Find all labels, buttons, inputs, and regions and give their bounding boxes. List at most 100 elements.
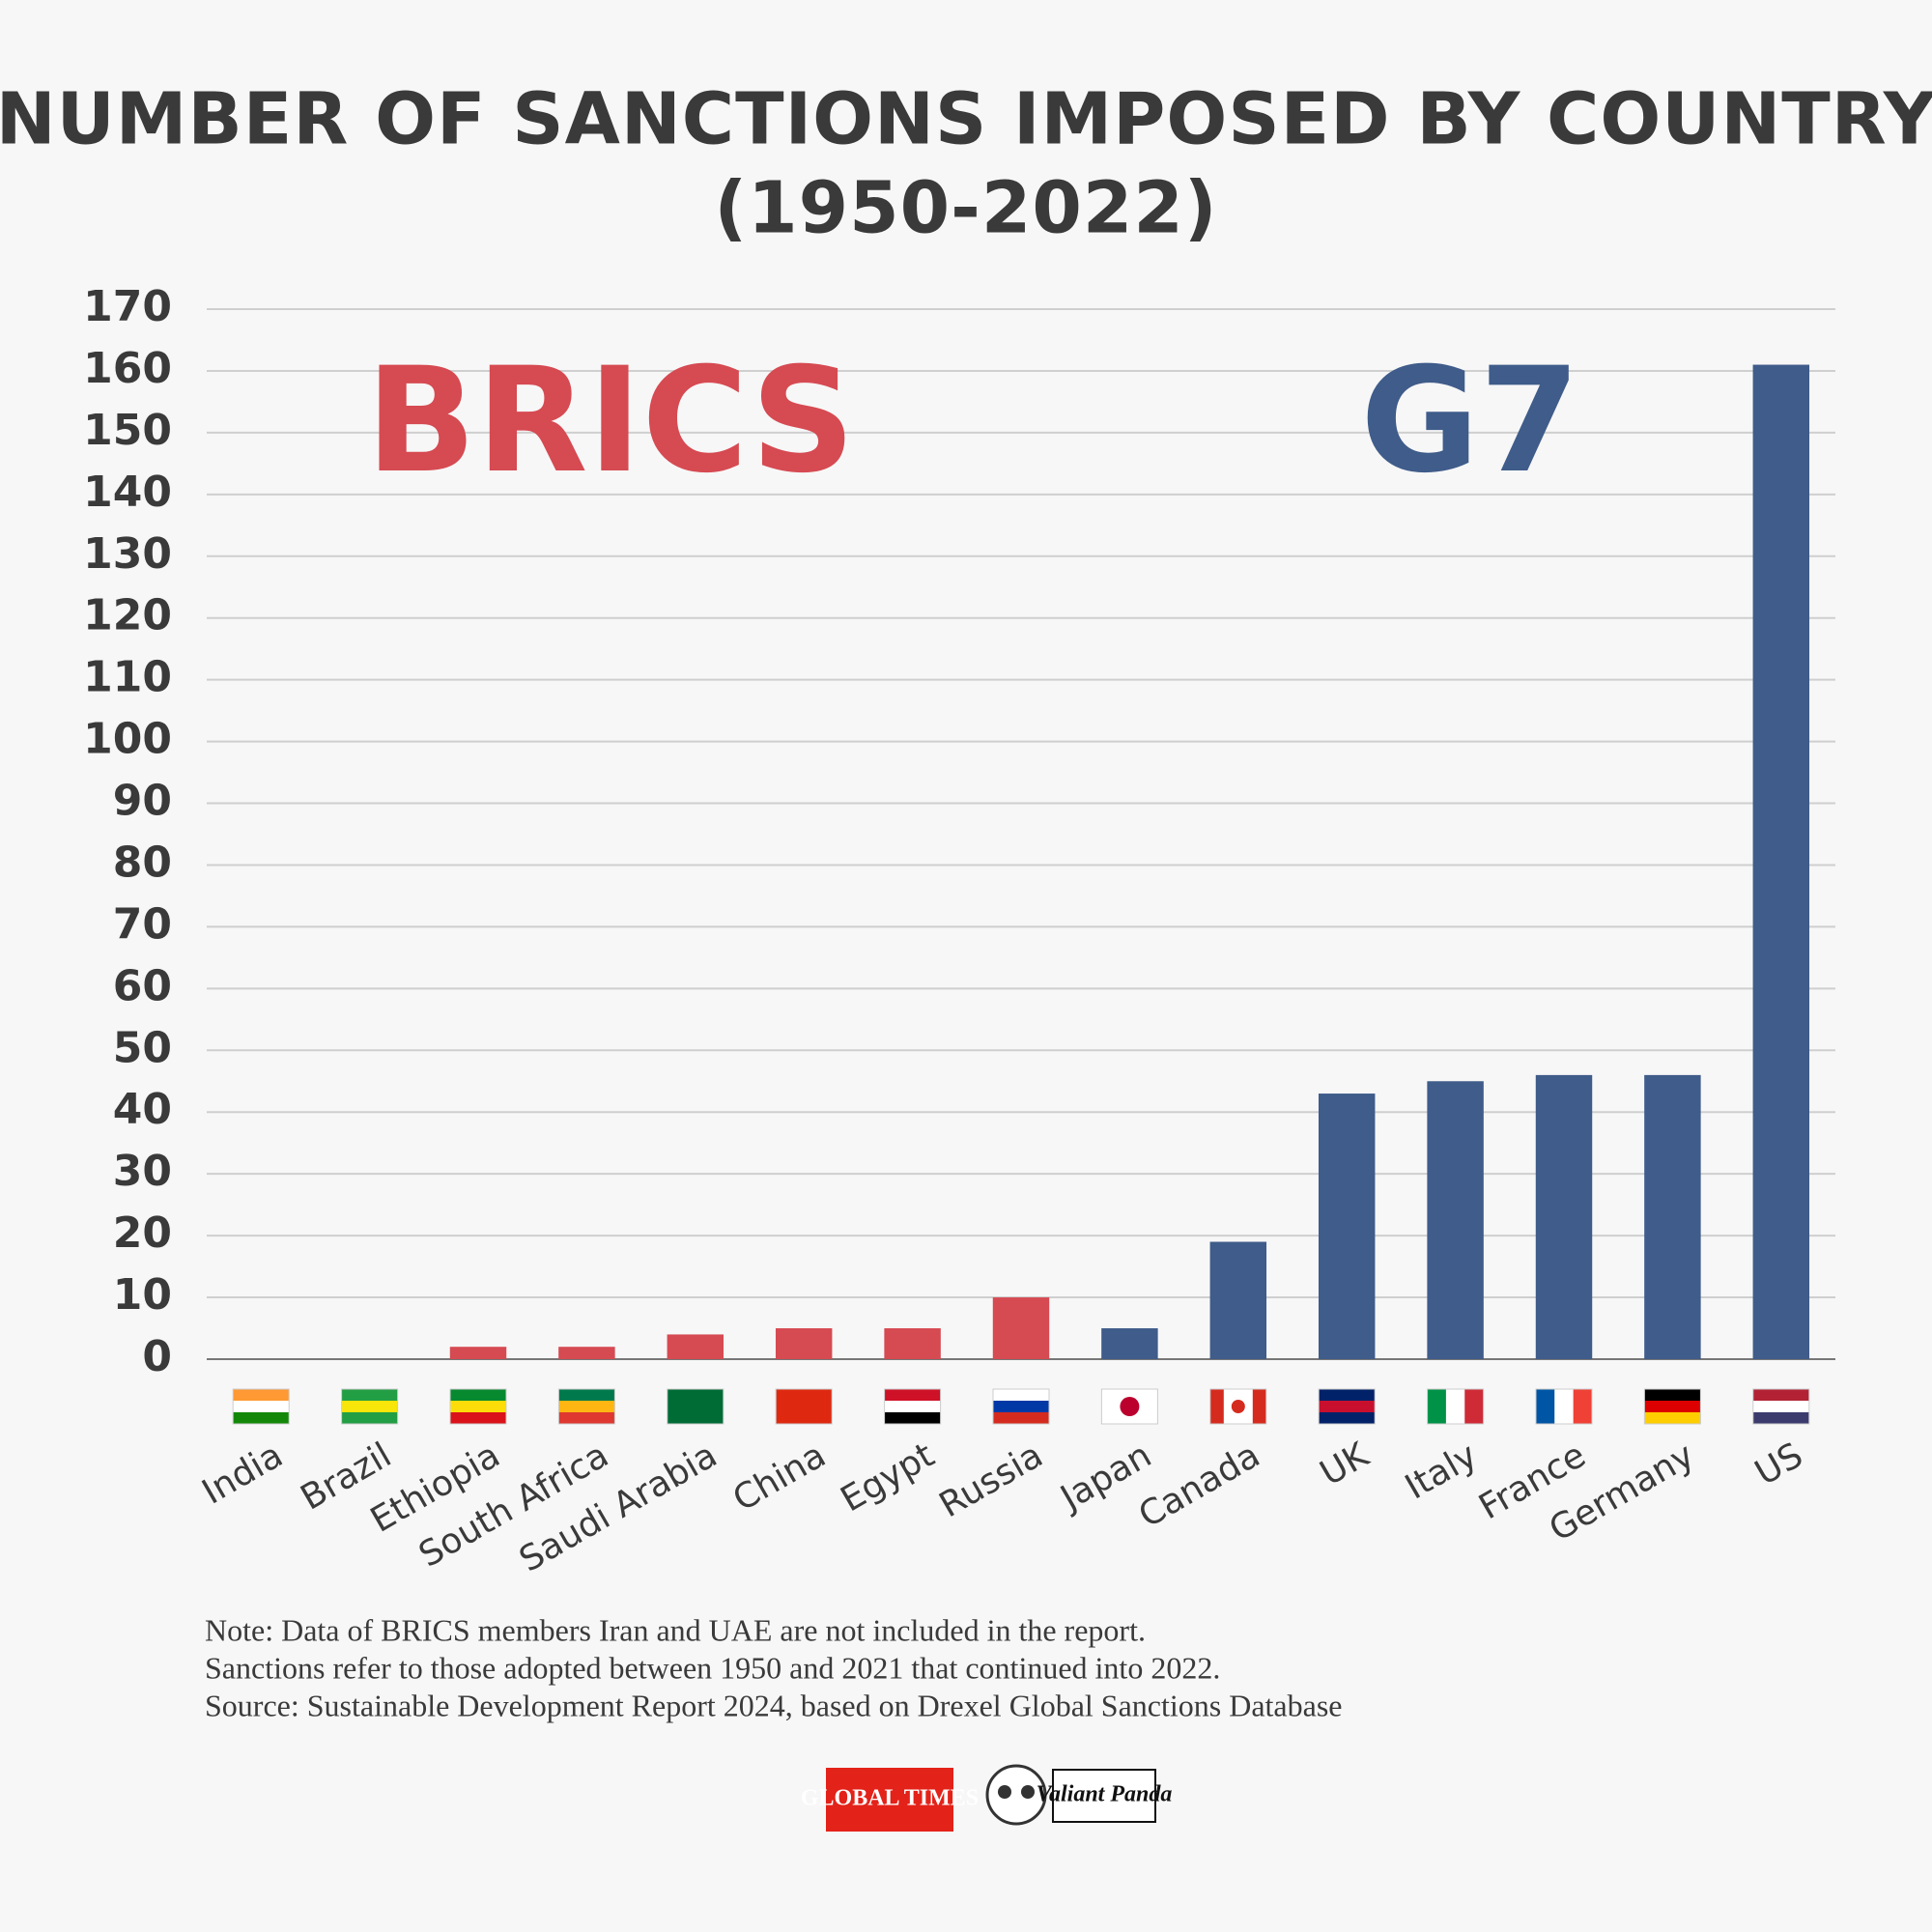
bar xyxy=(1644,1074,1701,1359)
y-tick-label: 110 xyxy=(83,653,172,702)
x-tick-label: Egypt xyxy=(835,1435,941,1520)
flag-border xyxy=(992,1388,1050,1425)
chart-subtitle: (1950-2022) xyxy=(714,167,1217,250)
flag xyxy=(557,1388,615,1425)
flag xyxy=(341,1388,399,1425)
note: Sanctions refer to those adopted between… xyxy=(205,1650,1220,1685)
logo: Valiant Panda xyxy=(1037,1782,1173,1807)
flag-band xyxy=(1252,1389,1266,1424)
flag-stripe xyxy=(558,1401,615,1412)
flag-border xyxy=(1209,1388,1267,1425)
flag-stripe xyxy=(1752,1389,1809,1401)
flag-stripe xyxy=(341,1412,398,1424)
flag-stripe xyxy=(776,1412,833,1424)
flag xyxy=(1209,1388,1267,1425)
x-tick-label: India xyxy=(196,1435,290,1513)
flag-stripe xyxy=(1209,1389,1266,1401)
bar xyxy=(558,1347,615,1359)
flag-stripe xyxy=(558,1412,615,1424)
flag-stripe xyxy=(450,1412,506,1424)
flag xyxy=(449,1388,507,1425)
flag-stripe xyxy=(1554,1389,1574,1424)
flag-leaf xyxy=(1231,1400,1245,1413)
x-tick-label: Russia xyxy=(933,1435,1050,1525)
flag-stripe xyxy=(233,1389,290,1401)
flag xyxy=(1643,1388,1701,1425)
flag-border xyxy=(557,1388,615,1425)
flag-stripe xyxy=(1752,1412,1809,1424)
y-tick-label: 60 xyxy=(113,961,172,1010)
note: Note: Data of BRICS members Iran and UAE… xyxy=(205,1612,1146,1647)
flag-stripe xyxy=(1445,1389,1465,1424)
flag-stripe xyxy=(667,1412,724,1424)
logo-box xyxy=(826,1768,953,1832)
y-tick-label: 30 xyxy=(113,1147,172,1196)
flag-stripe xyxy=(776,1401,833,1412)
flag-stripe xyxy=(233,1412,290,1424)
flag-stripe xyxy=(993,1401,1049,1412)
bar xyxy=(775,1328,833,1359)
flag-stripe xyxy=(1101,1412,1158,1424)
x-tick-label: Italy xyxy=(1399,1435,1484,1508)
flag-border xyxy=(1535,1388,1593,1425)
flag xyxy=(992,1388,1050,1425)
flag-stripe xyxy=(233,1401,290,1412)
flag-stripe xyxy=(667,1389,724,1401)
y-tick-label: 0 xyxy=(142,1332,172,1381)
flag-stripe xyxy=(341,1389,398,1401)
flag xyxy=(667,1388,724,1425)
flag-stripe xyxy=(1427,1389,1446,1424)
y-tick-label: 10 xyxy=(113,1270,172,1320)
chart-title: NUMBER OF SANCTIONS IMPOSED BY COUNTRY xyxy=(0,78,1932,161)
flag-stripe xyxy=(450,1401,506,1412)
flag-border xyxy=(1100,1388,1158,1425)
y-tick-label: 120 xyxy=(83,591,172,640)
bar xyxy=(1101,1328,1158,1359)
x-tick-label: US xyxy=(1748,1435,1809,1493)
y-tick-label: 160 xyxy=(83,344,172,393)
flag-band xyxy=(1209,1389,1224,1424)
flag-stripe xyxy=(1464,1389,1484,1424)
x-tick-label: Canada xyxy=(1132,1435,1266,1536)
flag-stripe xyxy=(1644,1401,1701,1412)
flag-stripe xyxy=(993,1412,1049,1424)
bar xyxy=(1209,1241,1267,1359)
flag xyxy=(1100,1388,1158,1425)
y-tick-label: 170 xyxy=(83,282,172,331)
bar xyxy=(992,1297,1050,1359)
flag-border xyxy=(232,1388,290,1425)
flag-stripe xyxy=(993,1389,1049,1401)
logo-box xyxy=(1052,1769,1156,1823)
flag-stripe xyxy=(1752,1401,1809,1412)
flag xyxy=(775,1388,833,1425)
bar xyxy=(1318,1094,1376,1359)
flag xyxy=(1752,1388,1810,1425)
bar xyxy=(884,1328,941,1359)
y-tick-label: 100 xyxy=(83,715,172,764)
panda-icon xyxy=(985,1764,1047,1826)
flag-stripe xyxy=(1536,1389,1555,1424)
flag-stripe xyxy=(1644,1389,1701,1401)
y-tick-label: 50 xyxy=(113,1023,172,1072)
bar xyxy=(449,1347,507,1359)
flag-stripe xyxy=(884,1389,941,1401)
flag-stripe xyxy=(1101,1389,1158,1401)
flag-border xyxy=(341,1388,399,1425)
group-label: G7 xyxy=(1360,337,1580,505)
flag-stripe xyxy=(1644,1412,1701,1424)
flag-stripe xyxy=(1319,1412,1376,1424)
panda-eye xyxy=(1021,1785,1035,1799)
y-tick-label: 80 xyxy=(113,838,172,887)
bar xyxy=(1427,1081,1484,1359)
flag-border xyxy=(884,1388,942,1425)
x-tick-label: China xyxy=(726,1435,833,1520)
y-tick-label: 150 xyxy=(83,406,172,455)
flag-stripe xyxy=(341,1401,398,1412)
flag-stripe xyxy=(558,1389,615,1401)
flag-stripe xyxy=(1209,1412,1266,1424)
note: Source: Sustainable Development Report 2… xyxy=(205,1688,1342,1722)
flag-border xyxy=(1752,1388,1810,1425)
flag-stripe xyxy=(667,1401,724,1412)
logo: GLOBAL TIMES xyxy=(801,1786,979,1811)
